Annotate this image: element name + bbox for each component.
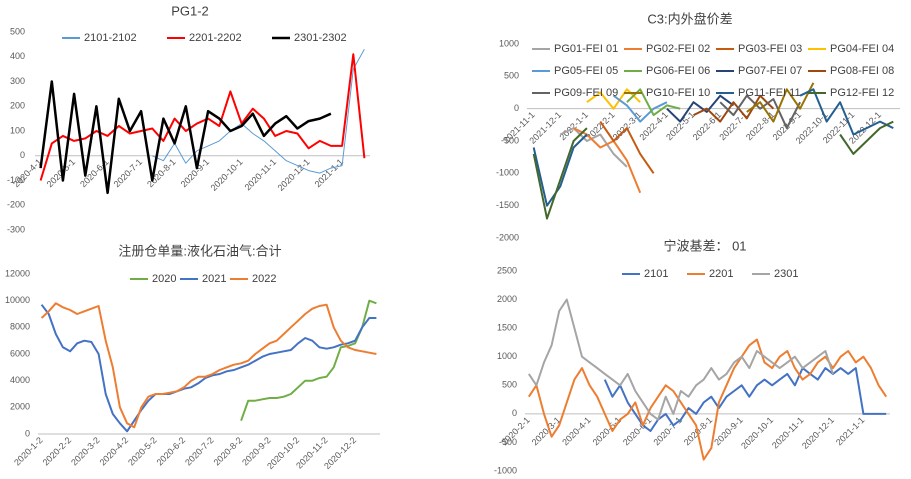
legend-label: 2021 bbox=[202, 273, 226, 285]
x-tick-label: 2020-5-2 bbox=[126, 435, 159, 468]
legend-label: 2301-2302 bbox=[294, 32, 347, 44]
x-tick-label: 2020-8-2 bbox=[212, 435, 245, 468]
y-tick-label: 500 bbox=[10, 26, 25, 36]
series-line bbox=[613, 94, 668, 123]
legend-label: PG03-FEI 03 bbox=[738, 43, 802, 55]
legend-label: PG10-FEI 10 bbox=[646, 87, 710, 99]
y-tick-label: 0 bbox=[514, 103, 519, 113]
chart-title: 注册仓单量:液化石油气:合计 bbox=[118, 243, 281, 258]
series-line bbox=[240, 299, 377, 422]
series-line bbox=[599, 121, 655, 174]
y-tick-label: -1000 bbox=[496, 168, 519, 178]
y-tick-label: 2500 bbox=[497, 265, 517, 275]
chart-title: PG1-2 bbox=[171, 3, 209, 18]
chart-title: C3:内外盘价差 bbox=[647, 11, 732, 26]
legend-label: 2101 bbox=[644, 268, 668, 280]
x-tick-label: 2020-3-2 bbox=[69, 435, 102, 468]
y-tick-label: 500 bbox=[502, 380, 517, 390]
series-line bbox=[603, 367, 887, 432]
y-tick-label: -1000 bbox=[494, 465, 517, 475]
series-line bbox=[527, 298, 834, 421]
legend-label: PG04-FEI 04 bbox=[830, 43, 894, 55]
y-tick-label: 100 bbox=[10, 125, 25, 135]
legend-label: PG07-FEI 07 bbox=[738, 65, 802, 77]
y-tick-label: -100 bbox=[7, 175, 25, 185]
legend-label: 2301 bbox=[774, 268, 798, 280]
legend-label: 2201-2202 bbox=[189, 32, 242, 44]
series-line bbox=[746, 82, 815, 123]
y-tick-label: 2000 bbox=[10, 402, 30, 412]
y-tick-label: 10000 bbox=[5, 295, 30, 305]
legend-label: 2022 bbox=[252, 273, 276, 285]
series-line bbox=[152, 49, 365, 174]
chart-title: 宁波基差： 01 bbox=[663, 238, 746, 253]
series-line bbox=[559, 127, 628, 168]
legend-label: PG01-FEI 01 bbox=[554, 43, 618, 55]
series-line bbox=[40, 302, 377, 429]
x-tick-label: 2020-7-1 bbox=[112, 157, 145, 190]
y-tick-label: 8000 bbox=[10, 322, 30, 332]
series-line bbox=[40, 304, 377, 433]
legend-label: PG02-FEI 02 bbox=[646, 43, 710, 55]
y-tick-label: 0 bbox=[512, 408, 517, 418]
series-line bbox=[719, 94, 801, 130]
x-tick-label: 2020-10-1 bbox=[209, 157, 245, 193]
series-line bbox=[666, 94, 735, 123]
legend-label: PG05-FEI 05 bbox=[554, 65, 618, 77]
legend-label: PG09-FEI 09 bbox=[554, 87, 618, 99]
legend-label: PG12-FEI 12 bbox=[830, 87, 894, 99]
legend-label: 2201 bbox=[709, 268, 733, 280]
series-line bbox=[39, 80, 332, 195]
y-tick-label: 500 bbox=[504, 71, 519, 81]
x-tick-label: 2020-12-1 bbox=[276, 157, 312, 193]
y-tick-label: 0 bbox=[20, 150, 25, 160]
y-tick-label: 400 bbox=[10, 51, 25, 61]
x-tick-label: 2020-7-2 bbox=[183, 435, 216, 468]
series-line bbox=[573, 127, 642, 194]
x-tick-label: 2020-1-2 bbox=[12, 435, 45, 468]
series-line bbox=[39, 53, 366, 181]
y-tick-label: 4000 bbox=[10, 375, 30, 385]
legend-label: PG08-FEI 08 bbox=[830, 65, 894, 77]
y-tick-label: -500 bbox=[499, 437, 517, 447]
y-tick-label: 1000 bbox=[497, 351, 517, 361]
y-tick-label: -1500 bbox=[496, 200, 519, 210]
y-tick-label: -200 bbox=[7, 200, 25, 210]
y-tick-label: -2000 bbox=[496, 232, 519, 242]
x-tick-label: 2020-2-2 bbox=[41, 435, 74, 468]
legend-label: 2101-2102 bbox=[84, 32, 137, 44]
y-tick-label: -500 bbox=[501, 135, 519, 145]
series-line bbox=[532, 120, 894, 220]
x-tick-label: 2021-1-1 bbox=[834, 415, 867, 448]
legend-label: PG11-FEI 11 bbox=[738, 87, 801, 99]
y-tick-label: 6000 bbox=[10, 348, 30, 358]
y-tick-label: 1500 bbox=[497, 323, 517, 333]
x-tick-label: 2020-6-2 bbox=[155, 435, 188, 468]
legend-label: 2020 bbox=[152, 273, 176, 285]
legend-label: PG06-FEI 06 bbox=[646, 65, 710, 77]
x-tick-label: 2020-10-1 bbox=[739, 415, 775, 451]
series-line bbox=[693, 94, 775, 123]
y-tick-label: 300 bbox=[10, 76, 25, 86]
x-tick-label: 2020-6-1 bbox=[621, 415, 654, 448]
x-tick-label: 2020-4-2 bbox=[98, 435, 131, 468]
x-tick-label: 2020-4-1 bbox=[11, 157, 44, 190]
x-tick-label: 2020-11-1 bbox=[243, 157, 279, 193]
y-tick-label: 12000 bbox=[5, 268, 30, 278]
y-tick-label: -300 bbox=[7, 224, 25, 234]
y-tick-label: 1000 bbox=[499, 38, 519, 48]
x-tick-label: 2020-4-1 bbox=[560, 415, 593, 448]
series-line bbox=[532, 88, 894, 207]
y-tick-label: 0 bbox=[25, 428, 30, 438]
x-tick-label: 2020-12-1 bbox=[800, 415, 836, 451]
y-tick-label: 2000 bbox=[497, 294, 517, 304]
series-line bbox=[527, 338, 888, 461]
y-tick-label: 200 bbox=[10, 101, 25, 111]
